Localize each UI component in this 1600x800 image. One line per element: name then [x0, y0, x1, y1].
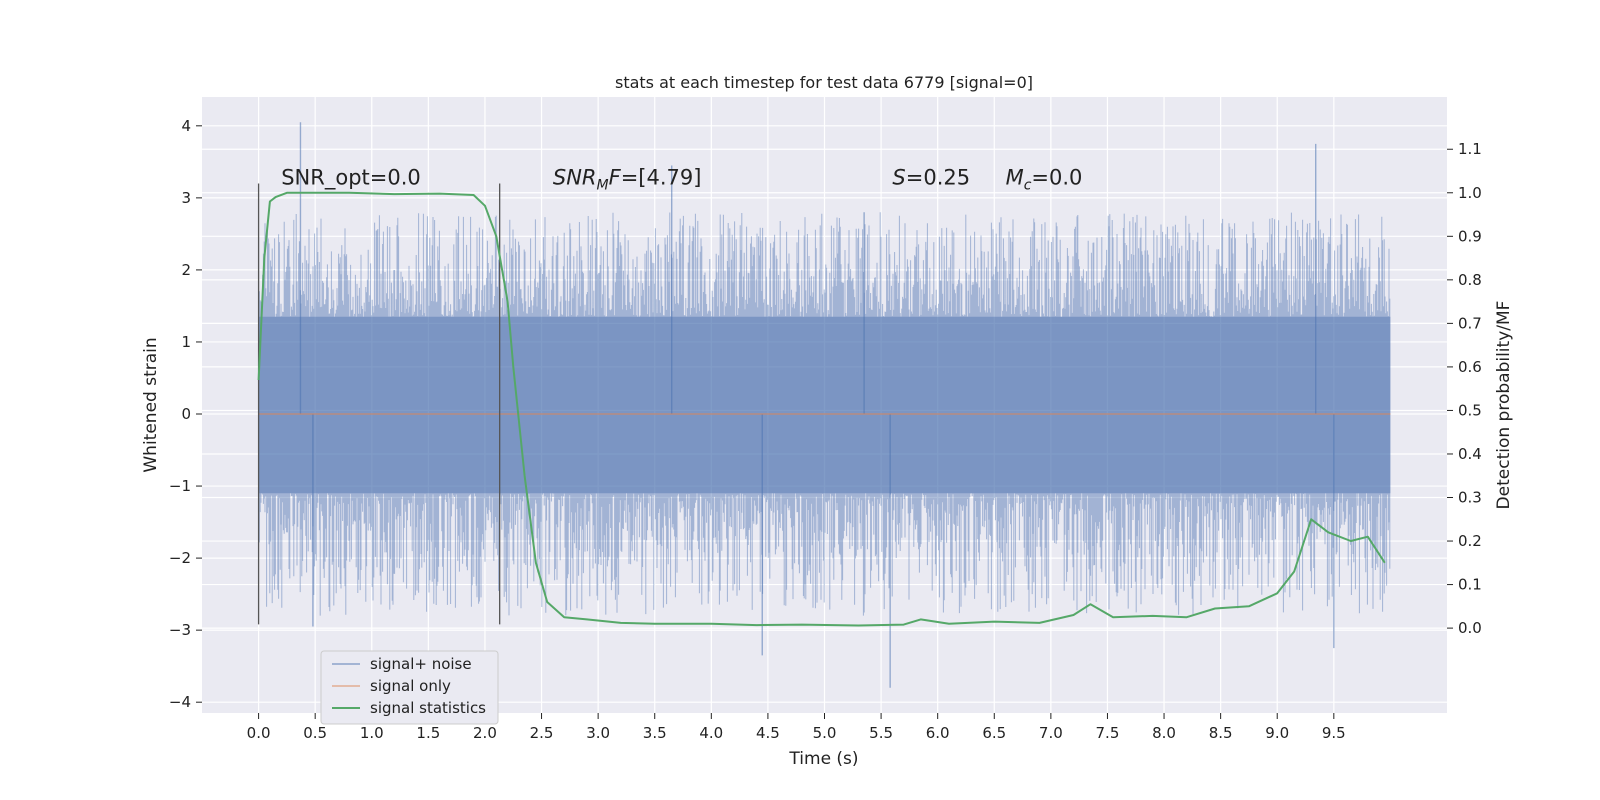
x-tick-label: 7.5: [1096, 724, 1120, 742]
legend-label-signal-noise: signal+ noise: [370, 655, 472, 673]
x-tick-label: 6.0: [926, 724, 950, 742]
y2-tick-label: 0.6: [1458, 358, 1482, 376]
series-signal-noise: [258, 122, 1391, 688]
y2-tick-label: 0.7: [1458, 314, 1482, 332]
y2-tick-label: 0.4: [1458, 445, 1482, 463]
y-tick-label: 0: [181, 405, 191, 423]
x-tick-label: 1.5: [416, 724, 440, 742]
x-tick-label: 3.5: [643, 724, 667, 742]
x-tick-label: 4.0: [699, 724, 723, 742]
y2-tick-label: 0.2: [1458, 532, 1482, 550]
y-tick-label: −1: [169, 477, 191, 495]
y-tick-label: −3: [169, 621, 191, 639]
y2-tick-label: 0.5: [1458, 401, 1482, 419]
legend-label-signal-only: signal only: [370, 677, 451, 695]
x-tick-label: 9.5: [1322, 724, 1346, 742]
noise-core-band: [258, 316, 1391, 494]
y-tick-label: 1: [181, 333, 191, 351]
x-tick-label: 2.5: [530, 724, 554, 742]
y-tick-label: 2: [181, 261, 191, 279]
y2-tick-label: 0.0: [1458, 619, 1482, 637]
chart-title: stats at each timestep for test data 677…: [615, 73, 1033, 92]
legend-label-signal-statistics: signal statistics: [370, 699, 486, 717]
y-tick-label: −2: [169, 549, 191, 567]
x-tick-label: 3.0: [586, 724, 610, 742]
legend: signal+ noise signal only signal statist…: [320, 650, 499, 725]
x-tick-label: 9.0: [1265, 724, 1289, 742]
x-tick-label: 0.0: [247, 724, 271, 742]
y-axis-left: 4 3 2 1 0 −1 −2 −3 −4: [169, 117, 202, 711]
y2-tick-label: 1.1: [1458, 140, 1482, 158]
y2-tick-label: 0.8: [1458, 271, 1482, 289]
annotation: SNR_opt=0.0: [281, 165, 421, 190]
x-tick-label: 6.5: [982, 724, 1006, 742]
annotation: Mc=0.0: [1006, 165, 1083, 193]
legend-box: [320, 650, 499, 725]
annotation: SNRMF=[4.79]: [553, 165, 702, 193]
x-tick-label: 1.0: [360, 724, 384, 742]
y2-axis-label: Detection probability/MF: [1494, 301, 1514, 510]
y-tick-label: −4: [169, 693, 191, 711]
y-tick-label: 4: [181, 117, 191, 135]
annotation: S=0.25: [892, 165, 970, 189]
y2-tick-label: 0.3: [1458, 489, 1482, 507]
y2-tick-label: 0.1: [1458, 576, 1482, 594]
x-axis: 0.0 0.5 1.0 1.5 2.0 2.5 3.0 3.5 4.0 4.5 5.0 5.5 6.0 6…: [247, 713, 1346, 742]
y2-tick-label: 0.9: [1458, 227, 1482, 245]
y-axis-right: 1.1 1.0 0.9 0.8 0.7 0.6 0.5 0.4 0.3 0.2 0.1 0.0: [1447, 140, 1482, 637]
x-tick-label: 8.0: [1152, 724, 1176, 742]
x-axis-label: Time (s): [788, 749, 858, 769]
x-tick-label: 0.5: [303, 724, 327, 742]
x-tick-label: 7.0: [1039, 724, 1063, 742]
y-axis-label: Whitened strain: [141, 337, 161, 472]
x-tick-label: 5.0: [813, 724, 837, 742]
x-tick-label: 8.5: [1209, 724, 1233, 742]
series-signal-statistics: [257, 191, 1386, 627]
y2-tick-label: 1.0: [1458, 184, 1482, 202]
x-tick-label: 5.5: [869, 724, 893, 742]
x-tick-label: 4.5: [756, 724, 780, 742]
annotations: SNR_opt=0.0 SNRMF=[4.79] S=0.25 Mc=0.0: [281, 165, 1082, 193]
y-tick-label: 3: [181, 189, 191, 207]
x-tick-label: 2.0: [473, 724, 497, 742]
signal-statistics-line: [257, 191, 1386, 627]
